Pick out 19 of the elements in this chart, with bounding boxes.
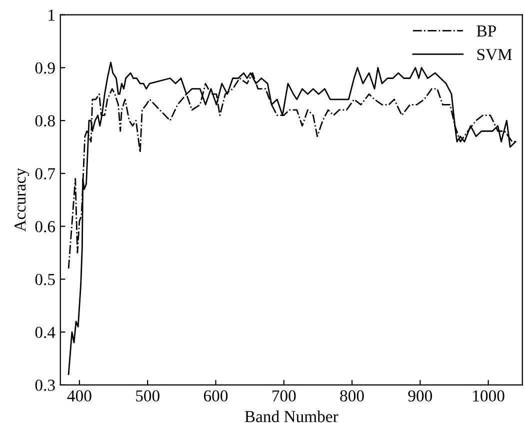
y-tick-label: 0.3 (35, 380, 55, 391)
x-tick-label: 700 (272, 390, 296, 402)
x-tick-label: 1000 (473, 390, 504, 402)
y-tick-label: 0.7 (35, 168, 56, 180)
x-tick-label: 400 (67, 390, 92, 402)
y-tick-label: 1 (48, 10, 55, 21)
legend-label: BP (476, 26, 496, 37)
y-tick-label: 0.5 (35, 274, 55, 286)
x-tick-label: 900 (408, 390, 432, 402)
y-tick-label: 0.6 (35, 221, 56, 232)
y-tick-label: 0.4 (35, 326, 56, 338)
x-axis-title: Band Number (244, 410, 338, 422)
x-tick-label: 600 (204, 390, 228, 402)
x-tick-label: 500 (136, 390, 160, 402)
legend-label: SVM (477, 48, 512, 60)
x-tick-label: 800 (340, 390, 364, 402)
y-axis-title: Accuracy (14, 168, 30, 232)
y-tick-label: 0.9 (35, 62, 55, 74)
y-tick-label: 0.8 (35, 115, 55, 127)
